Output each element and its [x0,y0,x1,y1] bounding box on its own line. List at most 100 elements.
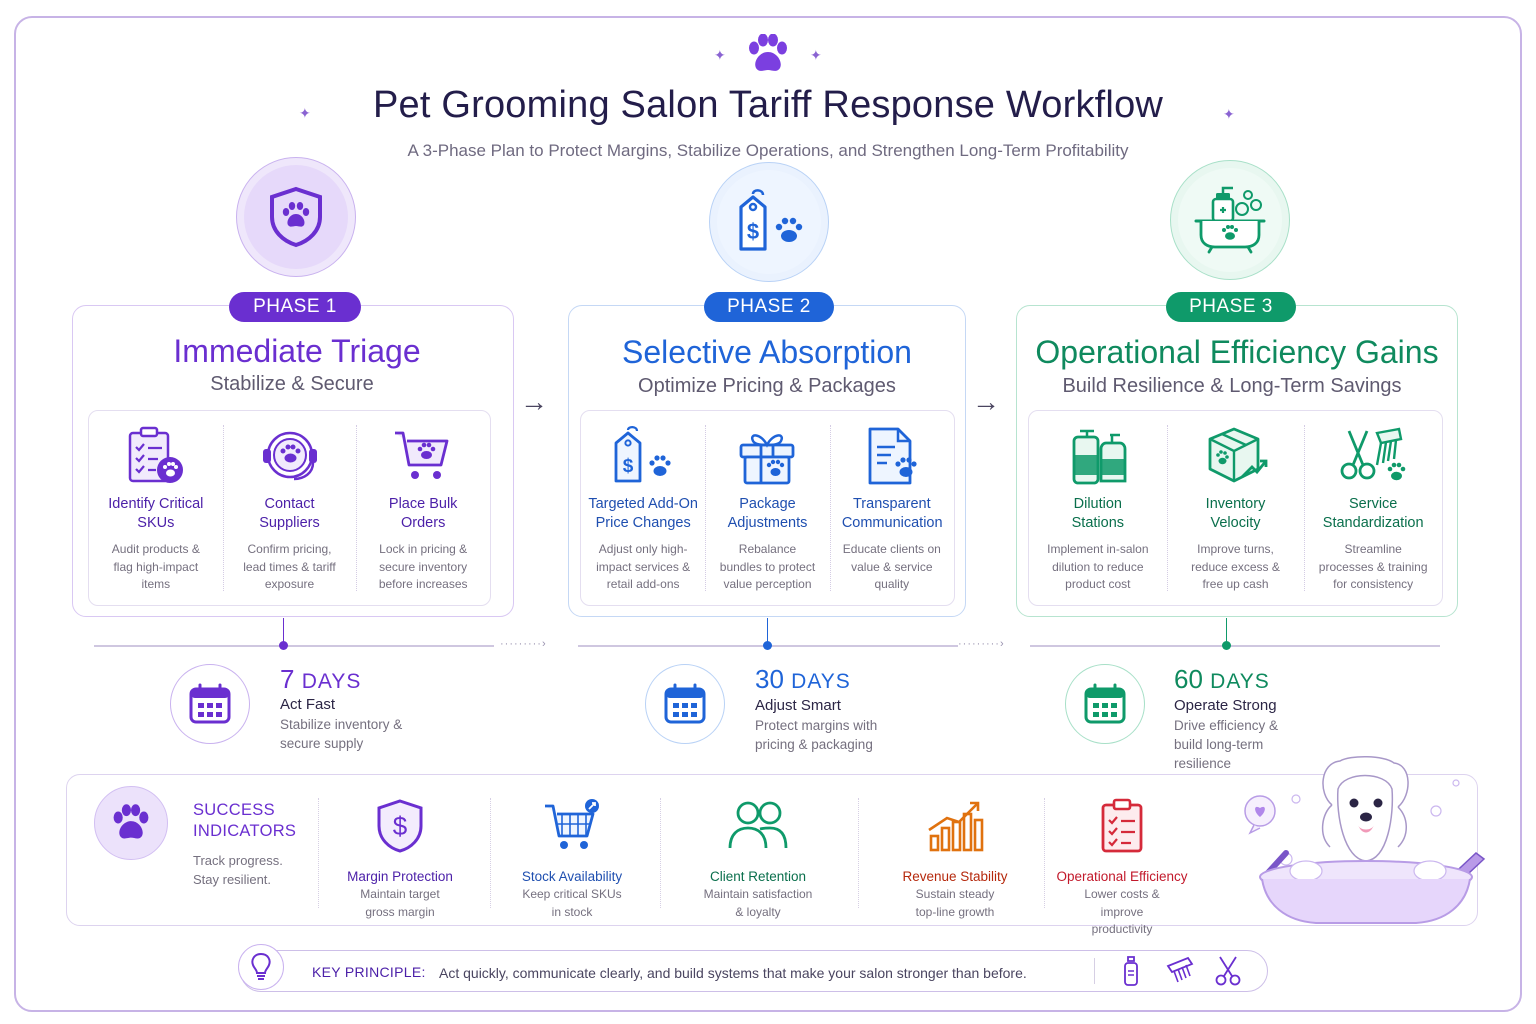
step-title: Service Standardization [1322,496,1424,531]
step-desc: Educate clients on value & service quali… [842,542,941,591]
clipboard-paw-icon [128,426,183,483]
phase-2-subtitle: Optimize Pricing & Packages [638,375,896,397]
document-paw-icon [868,427,917,485]
milestone-days: 60 DAYS [1174,664,1270,695]
paw-icon [749,34,787,71]
days-unit: DAYS [301,670,362,693]
phase-1-pill: PHASE 1 [229,292,361,322]
timeline-tick [1226,618,1227,646]
sparkle-icon: ✦ [299,105,311,121]
indicator-stock-availability: Stock Availability Keep critical SKUs in… [497,798,647,921]
success-badge [94,786,168,860]
milestone-label: Act Fast [280,696,336,713]
calendar-icon [1084,683,1126,724]
people-icon [728,801,788,849]
bar-chart-icon [928,801,984,852]
paw-icon [113,804,149,839]
step-place-bulk-orders: Place Bulk Orders Lock in pricing & secu… [356,411,490,605]
phase-3-steps: Dilution Stations Implement in-salon dil… [1028,410,1443,606]
phase-3-title: Operational Efficiency Gains [1035,334,1439,370]
milestone-label: Adjust Smart [755,697,841,714]
divider [318,798,319,908]
step-desc: Streamline processes & training for cons… [1318,542,1428,591]
shampoo-bottle-icon [1124,956,1138,986]
milestone-days: 30 DAYS [755,664,851,695]
gift-paw-icon [740,434,795,485]
arrow-right-icon: → [972,386,1000,417]
headset-paw-icon [262,431,317,481]
step-title: Targeted Add-On Price Changes [588,496,698,531]
divider [858,798,859,908]
indicator-desc: Maintain satisfaction & loyalty [703,887,813,919]
phase-2-title: Selective Absorption [622,334,912,370]
step-identify-critical-skus: Identify Critical SKUs Audit products & … [89,411,223,605]
timeline-tick [283,618,284,646]
indicator-desc: Sustain steady top-line growth [915,887,995,919]
arrow-right-icon: → [520,386,548,417]
step-title: Identify Critical SKUs [108,496,204,531]
key-principle-label: KEY PRINCIPLE: [312,964,426,980]
step-package-adjustments: Package Adjustments Rebalance bundles to… [705,411,829,605]
phase-2-steps: $ Targeted Add-On Price Changes Adjust o… [580,410,955,606]
indicator-title: Operational Efficiency [1056,869,1188,884]
step-title: Contact Suppliers [259,496,320,531]
milestone-days: 7 DAYS [280,664,361,695]
success-title: SUCCESS INDICATORS [193,801,297,840]
calendar-badge [170,664,250,744]
indicator-client-retention: Client Retention Maintain satisfaction &… [683,798,833,921]
timeline-dot [1222,641,1231,650]
step-contact-suppliers: Contact Suppliers Confirm pricing, lead … [222,411,357,605]
box-arrow-icon [1208,427,1267,483]
step-title: Dilution Stations [1071,496,1125,531]
indicator-title: Revenue Stability [902,869,1008,884]
step-inventory-velocity: Inventory Velocity Improve turns, reduce… [1166,411,1305,605]
lightbulb-badge [238,944,284,990]
timeline-dot [763,641,772,650]
price-tag-paw-icon: $ [739,189,803,251]
phase-3-subtitle: Build Resilience & Long-Term Savings [1062,375,1402,397]
step-title: Inventory Velocity [1205,496,1266,531]
phase-1-steps: Identify Critical SKUs Audit products & … [88,410,491,606]
calendar-badge [645,664,725,744]
indicator-revenue-stability: Revenue Stability Sustain steady top-lin… [880,798,1030,921]
calendar-icon [664,683,706,724]
scissors-comb-icon [1340,427,1406,481]
days-unit: DAYS [1210,670,1270,693]
days-value: 60 [1174,664,1203,694]
price-tag-paw-icon: $ [614,426,671,483]
sparkle-icon: ✦ [1223,106,1235,122]
step-desc: Implement in-salon dilution to reduce pr… [1047,542,1149,591]
indicator-title: Stock Availability [521,869,623,884]
phase-2-pill: PHASE 2 [704,292,834,322]
phase-1-title: Immediate Triage [173,333,421,369]
timeline-connector: ·········› [500,638,547,650]
sparkle-icon: ✦ [810,47,822,63]
milestone-desc: Stabilize inventory & secure supply [280,717,403,751]
cart-paw-icon [395,431,449,479]
days-unit: DAYS [791,670,851,693]
indicator-title: Margin Protection [347,869,453,884]
milestone-desc: Protect margins with pricing & packaging [755,718,878,752]
phase-2-emblem: $ [709,162,829,282]
indicator-desc: Maintain target gross margin [360,887,440,919]
key-principle-text: Act quickly, communicate clearly, and bu… [439,965,1027,981]
cart-icon [545,799,599,849]
step-targeted-add-on-price-changes: $ Targeted Add-On Price Changes Adjust o… [581,411,705,605]
phase-3-emblem [1170,160,1290,280]
milestone-desc: Drive efficiency & build long-term resil… [1174,718,1279,771]
sparkle-icon: ✦ [714,47,726,63]
step-desc: Improve turns, reduce excess & free up c… [1191,542,1280,591]
step-service-standardization: Service Standardization Streamline proce… [1304,411,1442,605]
divider [660,798,661,908]
step-desc: Lock in pricing & secure inventory befor… [378,542,468,591]
success-desc: Track progress. Stay resilient. [193,853,283,887]
divider [490,798,491,908]
phase-3-pill: PHASE 3 [1166,292,1296,322]
timeline-line [1030,645,1440,647]
clipboard-check-icon [1101,798,1143,853]
step-title: Package Adjustments [727,496,808,531]
timeline-tick [767,618,768,646]
lightbulb-icon [251,952,271,980]
timeline-dot [279,641,288,650]
page-subtitle: A 3-Phase Plan to Protect Margins, Stabi… [407,141,1129,160]
